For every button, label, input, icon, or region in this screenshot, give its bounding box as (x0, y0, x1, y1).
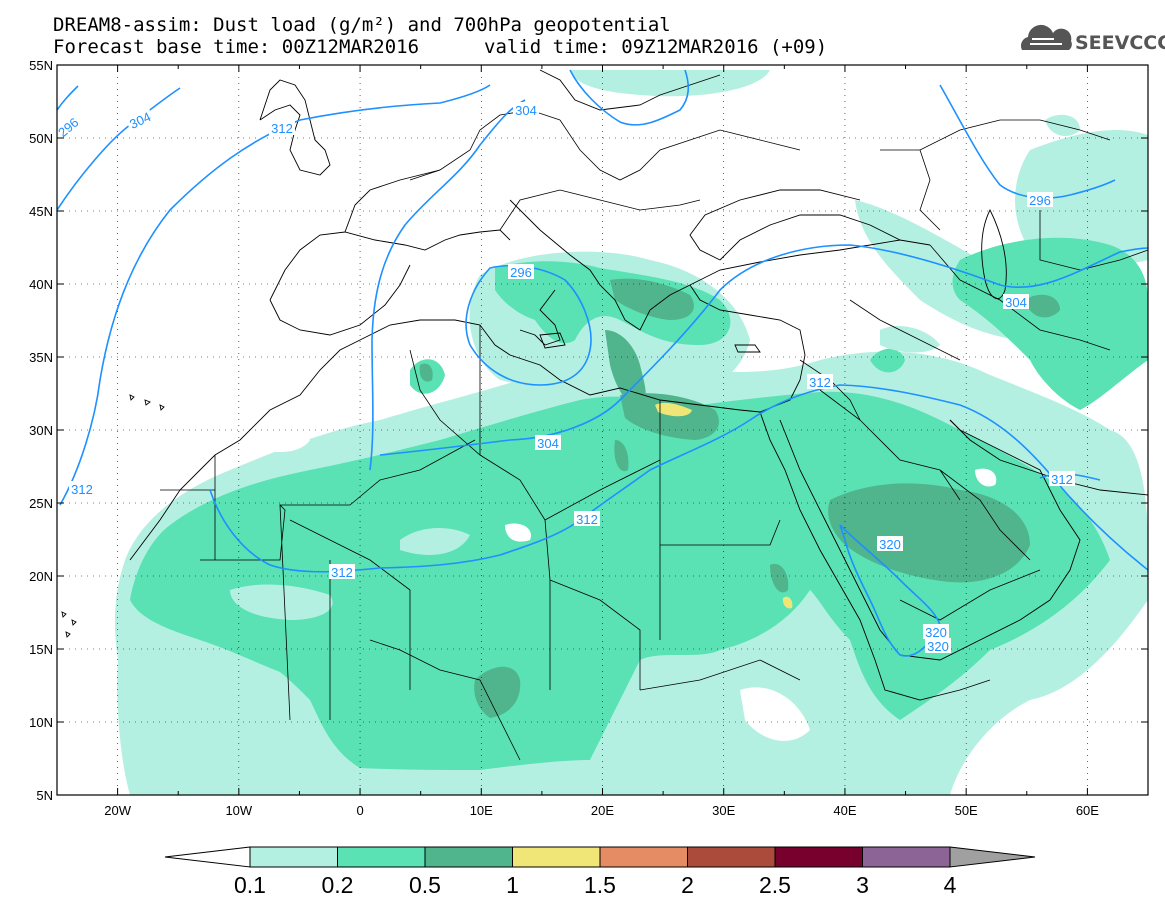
colorbar-swatch (424, 846, 513, 868)
seevccc-logo: SEEVCCC (1020, 24, 1165, 54)
latitude-label: 30N (29, 423, 53, 438)
forecast-base-time: Forecast base time: 00Z12MAR2016 (53, 36, 419, 58)
dust-level-none-patches (250, 424, 997, 741)
contour-label: 304 (513, 102, 539, 118)
colorbar-label: 4 (944, 872, 957, 898)
longitude-label: 10E (470, 803, 493, 818)
dust-level-dark (419, 278, 1060, 718)
latitude-label: 15N (29, 642, 53, 657)
colorbar-min-arrow (164, 846, 251, 868)
longitude-label: 10W (225, 803, 252, 818)
colorbar-swatch (862, 846, 951, 868)
contour-304-west (57, 87, 181, 211)
latitude-label: 25N (29, 496, 53, 511)
contour-label: 320 (925, 638, 951, 654)
colorbar-label: 2 (681, 872, 694, 898)
contour-label: 312 (329, 564, 355, 580)
svg-text:296: 296 (1029, 193, 1051, 208)
colorbar-label: 2.5 (759, 872, 791, 898)
svg-text:312: 312 (271, 121, 293, 136)
valid-time: valid time: 09Z12MAR2016 (+09) (484, 36, 827, 58)
latitude-label: 55N (29, 58, 53, 73)
svg-text:304: 304 (515, 103, 537, 118)
contour-296-east (939, 84, 1116, 199)
longitude-label: 60E (1076, 803, 1099, 818)
colorbar-label: 0.1 (234, 872, 266, 898)
latitude-labels: 55N 50N 45N 40N 35N 30N 25N 20N 15N 10N 5N (29, 58, 53, 803)
svg-text:304: 304 (537, 436, 559, 451)
dust-level-medium (130, 237, 1148, 770)
longitude-label: 40E (833, 803, 856, 818)
svg-text:312: 312 (1051, 472, 1073, 487)
colorbar-swatch (687, 846, 776, 868)
contour-label: 320 (923, 624, 949, 640)
colorbar-label: 0.5 (409, 872, 441, 898)
contour-label: 312 (269, 120, 295, 136)
cloud-logo-icon (1020, 24, 1072, 50)
logo-text: SEEVCCC (1075, 32, 1165, 54)
map-area: 296 304 3123042963043123123123122963043123… (57, 65, 1148, 795)
contour-304-east (569, 69, 690, 126)
longitude-label: 50E (955, 803, 978, 818)
colorbar-swatch (512, 846, 601, 868)
dust-level-light-patches (230, 325, 940, 790)
latitude-label: 10N (29, 715, 53, 730)
contour-304-med (379, 244, 1148, 456)
dust-level-yellow (655, 402, 793, 609)
latitude-label: 35N (29, 350, 53, 365)
latitude-label: 50N (29, 131, 53, 146)
latitude-label: 5N (36, 788, 53, 803)
contour-label: 304 (535, 435, 561, 451)
contour-label: 296 (508, 264, 534, 280)
latitude-label: 20N (29, 569, 53, 584)
coastlines (61, 69, 1148, 701)
colorbar-swatch (337, 846, 426, 868)
svg-text:296: 296 (510, 265, 532, 280)
contour-304-mid (369, 99, 526, 471)
colorbar-swatch (774, 846, 863, 868)
geopotential-contours (57, 69, 1148, 657)
longitude-label: 20E (591, 803, 614, 818)
contour-label: 312 (574, 511, 600, 527)
svg-text:312: 312 (71, 482, 93, 497)
country-borders (160, 109, 1148, 761)
colorbar-label: 1 (506, 872, 519, 898)
colorbar-label: 3 (856, 872, 869, 898)
colorbar-label: 0.2 (322, 872, 354, 898)
svg-text:320: 320 (927, 639, 949, 654)
colorbar: 0.1 0.2 0.5 1 1.5 2 2.5 3 4 (164, 846, 1036, 898)
svg-text:312: 312 (809, 375, 831, 390)
title-line-1: DREAM8-assim: Dust load (g/m²) and 700hP… (53, 14, 671, 36)
contour-label: 296 (1027, 192, 1053, 208)
contour-296-med (465, 264, 592, 386)
contour-320-red-sea (839, 524, 941, 657)
svg-text:320: 320 (879, 537, 901, 552)
axis-ticks (56, 64, 1149, 796)
svg-text:312: 312 (331, 565, 353, 580)
longitude-label: 30E (712, 803, 735, 818)
svg-text:312: 312 (576, 512, 598, 527)
contour-label: 312 (1049, 471, 1075, 487)
longitude-labels: 20W 10W 0 10E 20E 30E 40E 50E 60E (104, 803, 1099, 818)
svg-text:320: 320 (925, 625, 947, 640)
contour-labels: 296 304 3123042963043123123123122963043123… (57, 102, 1075, 654)
svg-text:304: 304 (1005, 295, 1027, 310)
longitude-label: 20W (104, 803, 131, 818)
contour-296-west (57, 85, 79, 111)
latitude-label: 45N (29, 204, 53, 219)
contour-label: 320 (877, 536, 903, 552)
contour-label: 304 (1003, 294, 1029, 310)
colorbar-label: 1.5 (584, 872, 616, 898)
longitude-label: 0 (356, 803, 363, 818)
colorbar-swatch (249, 846, 338, 868)
contour-312-west (59, 84, 491, 506)
colorbar-max-arrow (949, 846, 1036, 868)
latitude-label: 40N (29, 277, 53, 292)
colorbar-swatch (599, 846, 688, 868)
contour-label: 312 (69, 481, 95, 497)
contour-label: 312 (807, 374, 833, 390)
